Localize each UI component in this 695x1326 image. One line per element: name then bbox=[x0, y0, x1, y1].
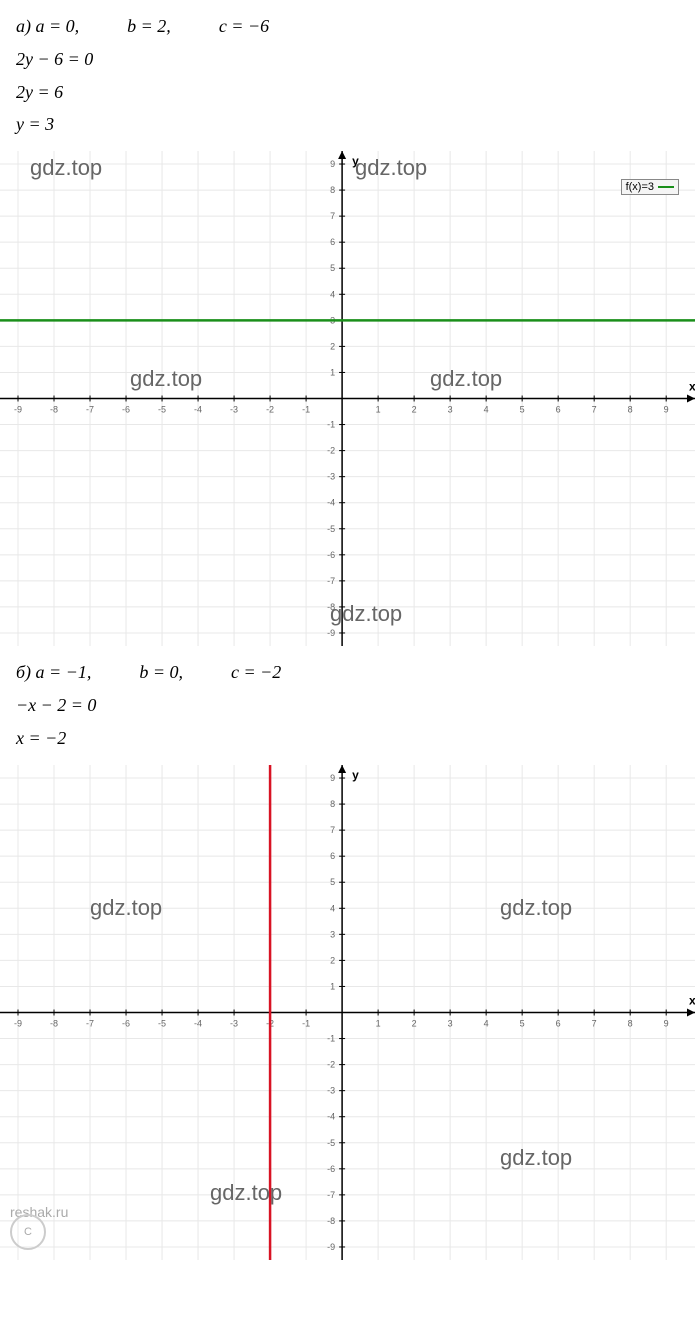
svg-text:-1: -1 bbox=[327, 1033, 335, 1043]
svg-text:3: 3 bbox=[330, 929, 335, 939]
coef-b-c: c = −2 bbox=[231, 658, 281, 687]
svg-text:-2: -2 bbox=[266, 405, 274, 415]
svg-text:-1: -1 bbox=[327, 420, 335, 430]
svg-text:-5: -5 bbox=[158, 1018, 166, 1028]
svg-text:-6: -6 bbox=[327, 1163, 335, 1173]
svg-text:-5: -5 bbox=[327, 1137, 335, 1147]
svg-text:9: 9 bbox=[330, 773, 335, 783]
svg-text:3: 3 bbox=[448, 405, 453, 415]
svg-text:x: x bbox=[689, 380, 695, 394]
svg-text:-2: -2 bbox=[327, 1059, 335, 1069]
svg-text:7: 7 bbox=[592, 405, 597, 415]
svg-text:6: 6 bbox=[330, 851, 335, 861]
svg-text:1: 1 bbox=[376, 405, 381, 415]
svg-text:1: 1 bbox=[330, 368, 335, 378]
label-b: б) bbox=[16, 662, 31, 682]
coef-a-b: b = 2, bbox=[127, 12, 171, 41]
svg-text:8: 8 bbox=[330, 185, 335, 195]
svg-text:-6: -6 bbox=[122, 1018, 130, 1028]
svg-text:-1: -1 bbox=[302, 405, 310, 415]
svg-text:y: y bbox=[352, 154, 359, 168]
svg-text:6: 6 bbox=[556, 1018, 561, 1028]
svg-text:-7: -7 bbox=[86, 405, 94, 415]
chart-a: -9 -8 -7 -6 -5 -4 -3 -2 -1 1 2 3 4 5 6 7 8 9 -9 -8 -7 -6 -5 -4 -… bbox=[0, 151, 695, 646]
svg-text:4: 4 bbox=[484, 405, 489, 415]
svg-text:5: 5 bbox=[520, 1018, 525, 1028]
svg-text:1: 1 bbox=[330, 981, 335, 991]
svg-text:6: 6 bbox=[330, 237, 335, 247]
coefficients-a: а) a = 0, b = 2, c = −6 bbox=[16, 12, 679, 41]
svg-text:2: 2 bbox=[412, 405, 417, 415]
coef-b-b: b = 0, bbox=[139, 658, 183, 687]
svg-text:-7: -7 bbox=[86, 1018, 94, 1028]
svg-text:8: 8 bbox=[628, 1018, 633, 1028]
step-a-3: y = 3 bbox=[16, 110, 679, 139]
svg-text:8: 8 bbox=[330, 799, 335, 809]
svg-text:-8: -8 bbox=[50, 1018, 58, 1028]
svg-text:9: 9 bbox=[330, 159, 335, 169]
svg-text:-9: -9 bbox=[14, 1018, 22, 1028]
svg-text:-6: -6 bbox=[327, 550, 335, 560]
svg-text:-4: -4 bbox=[194, 405, 202, 415]
reshak-circle: C bbox=[10, 1214, 46, 1250]
svg-text:6: 6 bbox=[556, 405, 561, 415]
section-b: б) a = −1, b = 0, c = −2 −x − 2 = 0 x = … bbox=[0, 646, 695, 764]
svg-text:-3: -3 bbox=[230, 405, 238, 415]
legend-line bbox=[658, 186, 674, 188]
svg-text:7: 7 bbox=[330, 825, 335, 835]
step-a-2: 2y = 6 bbox=[16, 78, 679, 107]
svg-text:-3: -3 bbox=[327, 1085, 335, 1095]
svg-text:-9: -9 bbox=[327, 1242, 335, 1252]
coef-a-a: a = 0, bbox=[36, 16, 80, 36]
step-b-2: x = −2 bbox=[16, 724, 679, 753]
chart-a-container: -9 -8 -7 -6 -5 -4 -3 -2 -1 1 2 3 4 5 6 7 8 9 -9 -8 -7 -6 -5 -4 -… bbox=[0, 151, 695, 646]
svg-text:7: 7 bbox=[330, 211, 335, 221]
svg-text:-9: -9 bbox=[327, 628, 335, 638]
svg-text:2: 2 bbox=[330, 955, 335, 965]
svg-text:y: y bbox=[352, 768, 359, 782]
svg-text:4: 4 bbox=[484, 1018, 489, 1028]
chart-b-container: -9 -8 -7 -6 -5 -4 -3 -2 -1 1 2 3 4 5 6 7 8 9 -9 -8 -7 -6 -5 -4 -… bbox=[0, 765, 695, 1260]
svg-text:4: 4 bbox=[330, 903, 335, 913]
svg-text:8: 8 bbox=[628, 405, 633, 415]
svg-text:5: 5 bbox=[520, 405, 525, 415]
legend-a: f(x)=3 bbox=[621, 179, 679, 195]
coef-b-a: a = −1, bbox=[36, 662, 92, 682]
svg-text:5: 5 bbox=[330, 263, 335, 273]
svg-text:-7: -7 bbox=[327, 1189, 335, 1199]
label-a: а) bbox=[16, 16, 31, 36]
svg-text:-8: -8 bbox=[327, 602, 335, 612]
svg-text:1: 1 bbox=[376, 1018, 381, 1028]
chart-b: -9 -8 -7 -6 -5 -4 -3 -2 -1 1 2 3 4 5 6 7 8 9 -9 -8 -7 -6 -5 -4 -… bbox=[0, 765, 695, 1260]
svg-text:7: 7 bbox=[592, 1018, 597, 1028]
coef-a-c: c = −6 bbox=[219, 12, 269, 41]
legend-text: f(x)=3 bbox=[626, 181, 654, 193]
svg-text:-4: -4 bbox=[327, 1111, 335, 1121]
svg-text:-2: -2 bbox=[327, 446, 335, 456]
svg-text:9: 9 bbox=[664, 1018, 669, 1028]
svg-text:-8: -8 bbox=[50, 405, 58, 415]
svg-text:5: 5 bbox=[330, 877, 335, 887]
svg-text:-9: -9 bbox=[14, 405, 22, 415]
svg-text:-8: -8 bbox=[327, 1215, 335, 1225]
svg-text:9: 9 bbox=[664, 405, 669, 415]
step-a-1: 2y − 6 = 0 bbox=[16, 45, 679, 74]
svg-text:4: 4 bbox=[330, 289, 335, 299]
svg-text:-4: -4 bbox=[194, 1018, 202, 1028]
svg-text:-4: -4 bbox=[327, 498, 335, 508]
svg-text:-5: -5 bbox=[327, 524, 335, 534]
svg-text:-7: -7 bbox=[327, 576, 335, 586]
svg-text:-3: -3 bbox=[327, 472, 335, 482]
svg-text:3: 3 bbox=[448, 1018, 453, 1028]
svg-text:-6: -6 bbox=[122, 405, 130, 415]
svg-text:2: 2 bbox=[330, 342, 335, 352]
svg-text:-5: -5 bbox=[158, 405, 166, 415]
svg-text:x: x bbox=[689, 993, 695, 1007]
svg-text:2: 2 bbox=[412, 1018, 417, 1028]
svg-text:-1: -1 bbox=[302, 1018, 310, 1028]
step-b-1: −x − 2 = 0 bbox=[16, 691, 679, 720]
svg-text:-3: -3 bbox=[230, 1018, 238, 1028]
section-a: а) a = 0, b = 2, c = −6 2y − 6 = 0 2y = … bbox=[0, 0, 695, 151]
coefficients-b: б) a = −1, b = 0, c = −2 bbox=[16, 658, 679, 687]
